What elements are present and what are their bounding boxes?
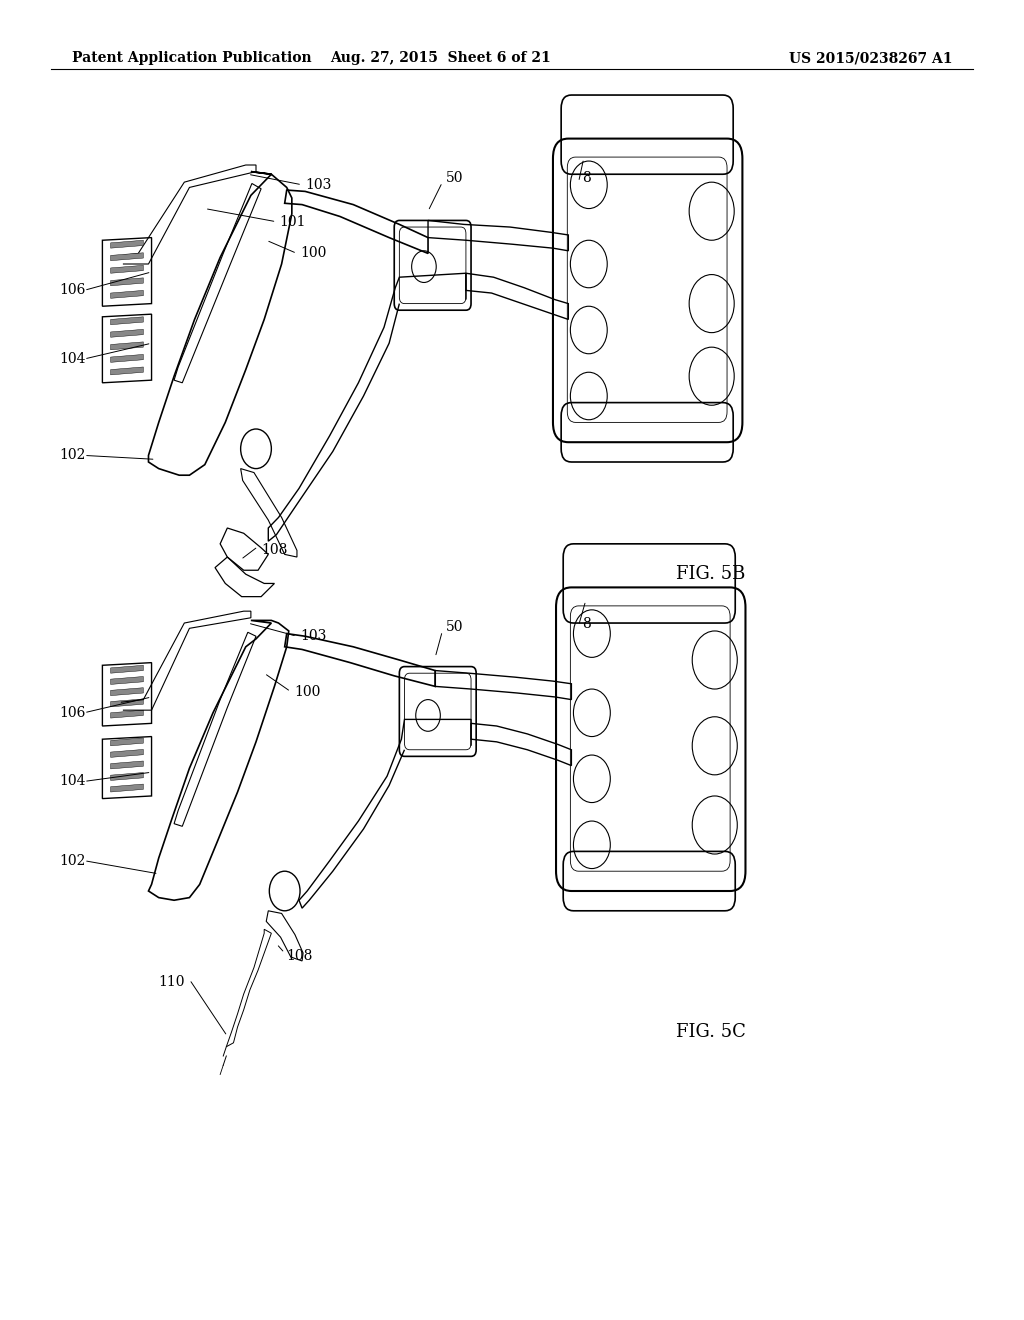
Text: 108: 108	[261, 544, 288, 557]
Polygon shape	[111, 676, 143, 685]
Polygon shape	[111, 738, 143, 746]
Text: Patent Application Publication: Patent Application Publication	[72, 51, 311, 65]
Text: 103: 103	[300, 630, 327, 643]
Polygon shape	[111, 277, 143, 286]
Text: 102: 102	[59, 449, 86, 462]
Text: Aug. 27, 2015  Sheet 6 of 21: Aug. 27, 2015 Sheet 6 of 21	[330, 51, 551, 65]
Text: FIG. 5C: FIG. 5C	[676, 1023, 745, 1041]
Text: 100: 100	[294, 685, 321, 698]
Polygon shape	[111, 342, 143, 350]
Polygon shape	[111, 688, 143, 696]
Text: 102: 102	[59, 854, 86, 867]
Text: 104: 104	[59, 352, 86, 366]
Polygon shape	[111, 330, 143, 338]
Polygon shape	[111, 784, 143, 792]
Polygon shape	[111, 760, 143, 768]
Polygon shape	[111, 253, 143, 261]
Text: 106: 106	[59, 284, 86, 297]
Text: 8: 8	[582, 172, 591, 185]
Text: 50: 50	[445, 620, 463, 634]
Text: 106: 106	[59, 706, 86, 719]
Polygon shape	[111, 265, 143, 273]
Text: 108: 108	[287, 949, 313, 962]
Text: FIG. 5B: FIG. 5B	[676, 565, 745, 583]
Text: 50: 50	[445, 172, 463, 185]
Polygon shape	[111, 710, 143, 718]
Polygon shape	[111, 772, 143, 780]
Text: 103: 103	[305, 178, 332, 191]
Polygon shape	[111, 367, 143, 375]
Polygon shape	[111, 354, 143, 362]
Text: 104: 104	[59, 775, 86, 788]
Polygon shape	[111, 665, 143, 673]
Polygon shape	[111, 240, 143, 248]
Polygon shape	[111, 750, 143, 758]
Text: 100: 100	[300, 247, 327, 260]
Text: 110: 110	[159, 975, 185, 989]
Polygon shape	[111, 317, 143, 325]
Polygon shape	[111, 700, 143, 708]
Text: US 2015/0238267 A1: US 2015/0238267 A1	[788, 51, 952, 65]
Polygon shape	[111, 290, 143, 298]
Text: 101: 101	[280, 215, 306, 228]
Text: 8: 8	[582, 618, 591, 631]
